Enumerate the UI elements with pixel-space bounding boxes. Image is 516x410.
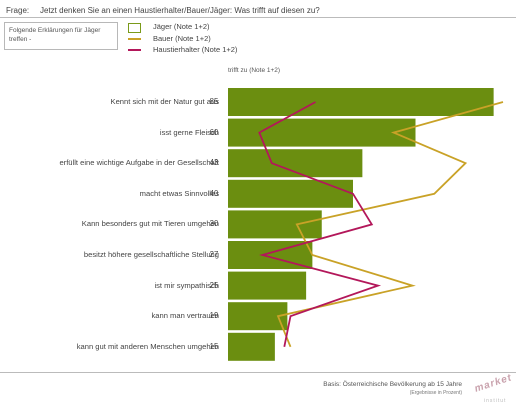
row-label-1: isst gerne Fleisch [159, 127, 219, 137]
line-haustierhalter [258, 101, 382, 347]
row-label-7: kann man vertrauen [151, 311, 219, 321]
explanation-text: Folgende Erklärungen für Jäger treffen - [9, 27, 101, 43]
row-value-1: 60 [209, 127, 219, 137]
row-value-4: 30 [209, 219, 219, 229]
bar-jaeger-6 [228, 271, 307, 300]
question-label: Frage: [6, 6, 30, 15]
row-value-8: 15 [209, 341, 219, 351]
row-label-6: ist mir sympathisch [154, 280, 219, 290]
row-value-3: 40 [209, 188, 219, 198]
legend-line-bauer [128, 38, 141, 40]
row-value-6: 25 [209, 280, 219, 290]
market-logo: market institut [470, 372, 513, 406]
row-value-7: 19 [209, 311, 219, 321]
bar-jaeger-8 [228, 332, 275, 361]
logo-text: market [473, 372, 514, 395]
legend-label-jaeger: Jäger (Note 1+2) [153, 22, 210, 31]
row-value-0: 85 [209, 97, 219, 106]
legend-label-haustierhalter: Haustierhalter (Note 1+2) [153, 45, 238, 54]
row-label-4: Kann besonders gut mit Tieren umgehen [81, 219, 219, 229]
basis-text: Basis: Österreichische Bevölkerung ab 15… [323, 381, 462, 388]
row-label-2: erfüllt eine wichtige Aufgabe in der Ges… [59, 158, 219, 168]
row-value-2: 43 [209, 158, 219, 168]
bottom-divider [0, 372, 516, 373]
explanation-box [4, 22, 118, 50]
row-label-0: Kennt sich mit der Natur gut aus [110, 97, 219, 106]
top-divider [0, 17, 516, 18]
row-label-5: besitzt höhere gesellschaftliche Stellun… [83, 250, 219, 259]
logo-subtext: institut [484, 398, 507, 404]
bar-jaeger-2 [228, 149, 363, 178]
bar-jaeger-0 [228, 88, 494, 116]
row-label-3: macht etwas Sinnvolles [139, 188, 219, 198]
row-value-5: 27 [209, 250, 219, 259]
legend-label-bauer: Bauer (Note 1+2) [153, 34, 211, 43]
question-text: Jetzt denken Sie an einen Haustierhalter… [40, 6, 320, 15]
legend-line-haustierhalter [128, 49, 141, 51]
row-label-8: kann gut mit anderen Menschen umgehen [76, 341, 219, 351]
column-header: trifft zu (Note 1+2) [228, 67, 281, 74]
basis-note: Basis: Österreichische Bevölkerung ab 15… [302, 380, 462, 398]
bar-jaeger-3 [228, 179, 353, 208]
legend-swatch-jaeger [128, 23, 141, 33]
basis-subtext: (Ergebnisse in Prozent) [409, 390, 462, 396]
bar-jaeger-4 [228, 210, 322, 239]
bar-jaeger-1 [228, 118, 416, 147]
line-bauer [276, 101, 504, 348]
